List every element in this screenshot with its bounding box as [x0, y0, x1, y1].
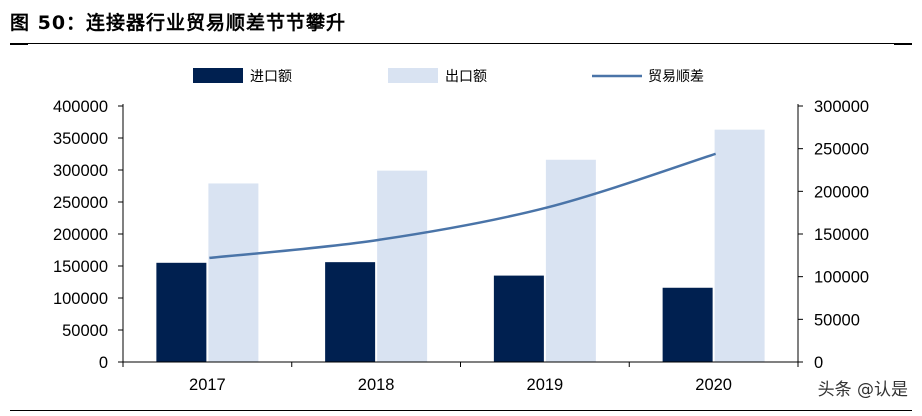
- trade-surplus-line: [209, 152, 717, 260]
- left-tick-label: 200000: [53, 226, 108, 244]
- bar-export-2019: [545, 159, 596, 362]
- legend-swatch-import: [193, 68, 243, 83]
- legend-label-import: 进口额: [250, 69, 292, 85]
- right-tick-label: 150000: [814, 226, 869, 244]
- top-divider-right-mark: [894, 43, 912, 45]
- legend-label-surplus: 贸易顺差: [648, 69, 704, 85]
- right-tick-label: 250000: [814, 141, 869, 159]
- bar-import-2020: [662, 287, 713, 362]
- left-tick-label: 400000: [53, 98, 108, 116]
- right-tick-label: 100000: [814, 269, 869, 287]
- chart-title: 图 50：连接器行业贸易顺差节节攀升: [10, 12, 347, 34]
- x-tick-label-2018: 2018: [358, 376, 395, 394]
- legend-label-export: 出口额: [445, 69, 487, 85]
- left-tick-label: 250000: [53, 194, 108, 212]
- top-divider-left-mark: [10, 43, 28, 45]
- left-tick-label: 50000: [62, 322, 108, 340]
- left-tick-label: 350000: [53, 130, 108, 148]
- left-tick-label: 150000: [53, 258, 108, 276]
- bar-import-2017: [156, 262, 207, 362]
- left-tick-label: 300000: [53, 162, 108, 180]
- right-tick-label: 0: [814, 354, 823, 372]
- bar-export-2020: [714, 129, 765, 362]
- x-tick-label-2019: 2019: [527, 376, 564, 394]
- left-tick-label: 100000: [53, 290, 108, 308]
- legend-swatch-export: [388, 68, 438, 83]
- right-tick-label: 50000: [814, 311, 860, 329]
- watermark: 头条 @认是: [817, 380, 908, 400]
- left-tick-label: 0: [99, 354, 108, 372]
- bar-import-2019: [493, 275, 544, 362]
- bar-import-2018: [325, 262, 376, 362]
- bar-export-2017: [208, 183, 259, 362]
- right-tick-label: 200000: [814, 183, 869, 201]
- x-tick-label-2017: 2017: [189, 376, 226, 394]
- right-tick-label: 300000: [814, 98, 869, 116]
- bottom-divider: [10, 410, 912, 411]
- bar-export-2018: [377, 170, 428, 362]
- x-tick-label-2020: 2020: [695, 376, 732, 394]
- top-divider: [10, 43, 912, 44]
